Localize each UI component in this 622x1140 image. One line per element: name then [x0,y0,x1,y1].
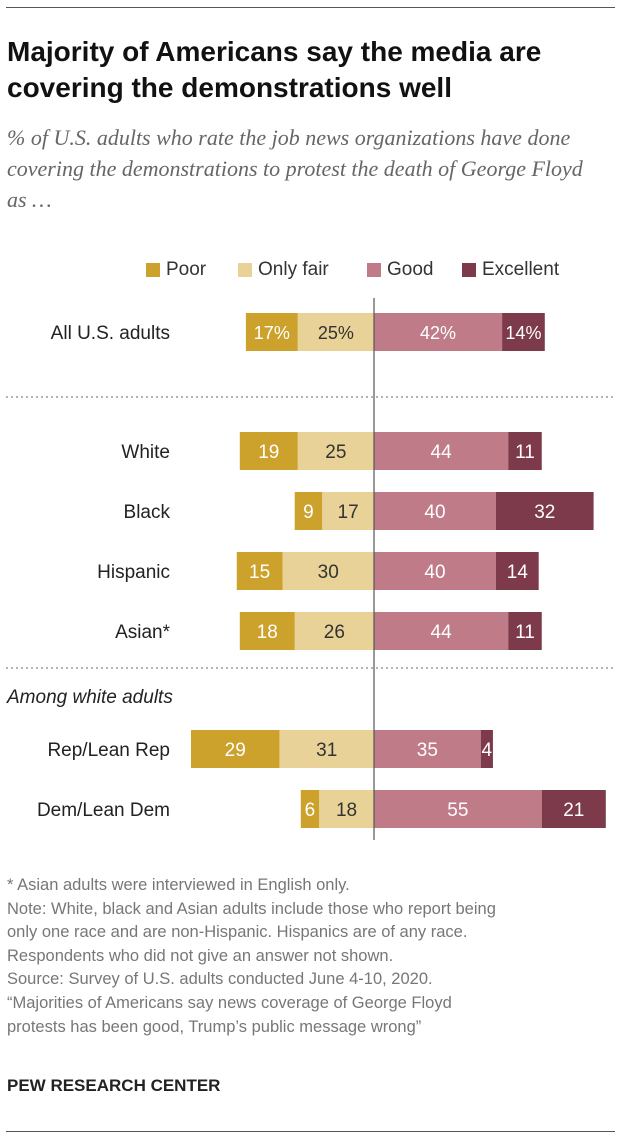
chart: Poor Only fair Good Excellent Among white ad… [6,259,615,840]
data-label-good: 40 [424,562,445,583]
bar-excellent [541,790,606,828]
bar-good [374,313,503,351]
data-label-excellent: 4 [482,740,493,761]
bar-poor [236,552,283,590]
pew-logo-text: PEW RESEARCH CENTER [7,1076,221,1095]
category-label: Hispanic [97,562,170,583]
chart-title: Majority of Americans say the media are … [7,36,542,103]
chart-subtitle: % of U.S. adults who rate the job news o… [7,125,583,212]
bar-poor [191,730,280,768]
data-label-only-fair: 31 [316,740,337,761]
legend-swatch-poor [146,263,160,277]
data-label-only-fair: 25 [325,442,346,463]
bottom-rule [6,1131,615,1132]
bar-good [374,432,509,470]
bar-good [374,612,509,650]
bar-only-fair [294,612,374,650]
legend-label-excellent: Excellent [482,259,560,280]
category-label: Rep/Lean Rep [47,740,170,761]
bar-good [374,552,496,590]
bar-poor [239,612,295,650]
bar-only-fair [297,313,374,351]
legend-swatch-excellent [462,263,476,277]
bar-excellent [496,492,594,530]
bar-only-fair [319,790,374,828]
bar-only-fair [282,552,374,590]
data-label-excellent: 32 [534,502,555,523]
data-label-excellent: 11 [515,622,535,643]
data-label-poor: 18 [257,622,278,643]
bar-excellent [502,313,545,351]
category-label: Black [124,502,171,523]
data-label-good: 55 [447,800,468,821]
data-label-excellent: 14 [507,562,529,583]
data-label-excellent: 21 [563,800,584,821]
data-label-only-fair: 26 [324,622,345,643]
report-title-line: “Majorities of Americans say news covera… [7,993,452,1012]
data-label-poor: 9 [303,502,314,523]
bar-excellent [508,612,542,650]
data-label-poor: 29 [225,740,246,761]
bar-excellent [480,730,493,768]
legend-label-poor: Poor [166,259,207,280]
category-label: White [121,442,170,463]
category-label: Asian* [115,622,171,643]
section-label-white-adults: Among white adults [6,687,173,708]
data-label-poor: 6 [305,800,316,821]
data-label-only-fair: 18 [336,800,357,821]
legend-swatch-only-fair [238,263,252,277]
note-line: * Asian adults were interviewed in Engli… [7,876,350,894]
bar-poor [245,313,298,351]
bar-poor [239,432,298,470]
legend-label-good: Good [387,259,433,280]
data-label-only-fair: 17 [338,502,359,523]
data-label-good: 35 [417,740,438,761]
data-label-only-fair: 30 [318,562,339,583]
bar-good [374,730,481,768]
legend-label-only-fair: Only fair [258,259,329,280]
data-label-good: 42% [420,323,456,343]
bar-poor [294,492,323,530]
note-line: only one race and are non-Hispanic. Hisp… [7,923,468,942]
data-label-poor: 19 [258,442,279,463]
notes: * Asian adults were interviewed in Engli… [7,874,615,1039]
bar-good [374,790,542,828]
bar-poor [300,790,320,828]
data-label-good: 44 [431,442,453,463]
report-title-line: protests has been good, Trump’s public m… [7,1017,422,1036]
data-label-excellent: 11 [515,442,535,463]
bar-only-fair [279,730,374,768]
bar-excellent [508,432,542,470]
data-label-only-fair: 25% [318,323,354,343]
note-line: Respondents who did not give an answer n… [7,946,394,965]
bar-good [374,492,496,530]
data-label-good: 40 [424,502,445,523]
bar-excellent [496,552,539,590]
category-label: All U.S. adults [51,323,170,344]
data-label-poor: 15 [249,562,270,583]
bar-only-fair [297,432,374,470]
legend-swatch-good [367,263,381,277]
data-label-excellent: 14% [505,323,541,343]
top-rule [6,7,615,8]
data-label-good: 44 [431,622,453,643]
category-label: Dem/Lean Dem [37,800,170,821]
note-line: Note: White, black and Asian adults incl… [7,899,496,918]
source-line: Source: Survey of U.S. adults conducted … [7,970,433,989]
bar-only-fair [322,492,374,530]
data-label-poor: 17% [254,323,290,343]
